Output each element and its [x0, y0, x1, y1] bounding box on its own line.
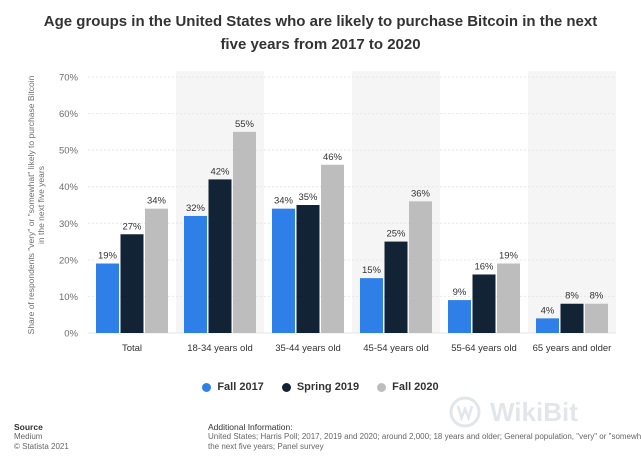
bar-fall-2020-45-54-years-old[interactable] [409, 201, 432, 333]
y-tick-label: 30% [59, 219, 79, 230]
data-label: 16% [474, 261, 494, 272]
bar-fall-2017-18-34-years-old[interactable] [184, 215, 207, 333]
x-category-label: 65 years and older [533, 343, 612, 354]
data-label: 9% [453, 287, 467, 298]
bar-spring-2019-65-years-and-older[interactable] [560, 303, 584, 333]
legend-label: Fall 2020 [392, 381, 439, 393]
y-tick-label: 20% [59, 255, 79, 266]
legend-dot-fall-2020 [377, 382, 387, 392]
bar-fall-2017-55-64-years-old[interactable] [448, 300, 471, 333]
info-line: United States; Harris Poll; 2017, 2019 a… [208, 432, 641, 441]
bar-spring-2019-total[interactable] [120, 234, 144, 333]
wikibit-logo-icon [449, 396, 481, 428]
bar-fall-2017-35-44-years-old[interactable] [272, 208, 295, 333]
legend-item-spring-2019[interactable]: Spring 2019 [281, 381, 360, 393]
bar-fall-2020-55-64-years-old[interactable] [497, 263, 520, 333]
data-label: 34% [147, 196, 167, 207]
bar-fall-2017-total[interactable] [96, 263, 119, 333]
legend-dot-spring-2019 [281, 382, 291, 392]
data-label: 15% [362, 265, 382, 276]
bar-chart: 0% 10% 20% 30% 40% 50% 60% 70% 19% 27% 34% 32% 42% 5… [26, 71, 616, 354]
legend-label: Fall 2017 [217, 381, 264, 393]
bar-fall-2017-45-54-years-old[interactable] [360, 278, 383, 333]
x-category-label: Total [122, 343, 142, 354]
y-tick-label: 10% [59, 292, 79, 303]
data-label: 8% [565, 291, 579, 302]
source-name-link[interactable]: Medium [14, 432, 43, 441]
y-tick-label: 70% [59, 73, 79, 84]
data-label: 25% [386, 229, 406, 240]
bar-spring-2019-18-34-years-old[interactable] [208, 179, 232, 333]
data-label: 55% [235, 119, 255, 130]
y-tick-label: 0% [64, 329, 78, 340]
bar-spring-2019-35-44-years-old[interactable] [296, 205, 320, 333]
bar-fall-2020-total[interactable] [145, 208, 168, 333]
x-category-label: 18-34 years old [187, 343, 252, 354]
legend-dot-fall-2017 [202, 382, 212, 392]
watermark-text: WikiBit [490, 396, 578, 427]
x-category-label: 55-64 years old [451, 343, 516, 354]
copyright-text: © Statista 2021 [14, 442, 69, 451]
data-label: 27% [122, 221, 142, 232]
x-category-label: 35-44 years old [275, 343, 340, 354]
data-label: 46% [323, 152, 343, 163]
data-label: 32% [186, 203, 206, 214]
data-label: 36% [411, 188, 431, 199]
data-label: 42% [210, 166, 230, 177]
data-label: 35% [298, 192, 318, 203]
data-label: 19% [98, 251, 118, 262]
info-heading: Additional Information: [208, 422, 293, 432]
info-line: the next five years; Panel survey [208, 442, 324, 451]
data-label: 34% [274, 196, 294, 207]
legend-item-fall-2020[interactable]: Fall 2020 [377, 381, 439, 393]
footer-additional-info: Additional Information: United States; H… [208, 422, 641, 452]
chart-title: Age groups in the United States who are … [43, 13, 598, 53]
data-label: 8% [590, 291, 604, 302]
y-tick-label: 60% [59, 109, 79, 120]
data-label: 19% [499, 251, 519, 262]
y-tick-label: 50% [59, 146, 79, 157]
x-category-label: 45-54 years old [363, 343, 428, 354]
legend: Fall 2017 Spring 2019 Fall 2020 [0, 381, 641, 393]
y-axis-label: Share of respondents "very" or "somewhat… [26, 75, 46, 334]
y-tick-label: 40% [59, 182, 79, 193]
bar-spring-2019-45-54-years-old[interactable] [384, 241, 408, 333]
bar-fall-2020-65-years-and-older[interactable] [585, 303, 608, 333]
legend-label: Spring 2019 [296, 381, 360, 393]
category-band [528, 71, 616, 333]
bar-fall-2017-65-years-and-older[interactable] [536, 318, 559, 333]
source-heading: Source [14, 422, 43, 432]
bar-fall-2020-35-44-years-old[interactable] [321, 164, 344, 333]
legend-item-fall-2017[interactable]: Fall 2017 [202, 381, 264, 393]
bar-spring-2019-55-64-years-old[interactable] [472, 274, 496, 333]
data-label: 4% [541, 305, 555, 316]
watermark: WikiBit [448, 395, 578, 429]
footer-source: Source Medium © Statista 2021 [14, 422, 69, 452]
bar-fall-2020-18-34-years-old[interactable] [233, 131, 256, 333]
